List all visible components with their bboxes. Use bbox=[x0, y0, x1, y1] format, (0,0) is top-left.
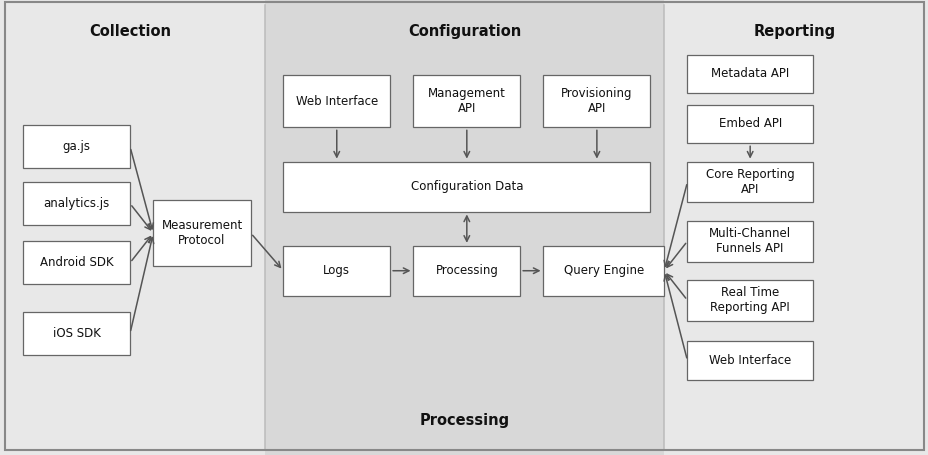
FancyBboxPatch shape bbox=[687, 280, 812, 321]
Bar bbox=[264, 0, 664, 455]
Text: Measurement
Protocol: Measurement Protocol bbox=[161, 219, 242, 247]
Text: Real Time
Reporting API: Real Time Reporting API bbox=[710, 286, 789, 314]
FancyBboxPatch shape bbox=[283, 246, 390, 296]
Text: Web Interface: Web Interface bbox=[295, 95, 378, 108]
Text: ga.js: ga.js bbox=[62, 140, 91, 153]
Text: Management
API: Management API bbox=[428, 87, 505, 115]
Text: Provisioning
API: Provisioning API bbox=[561, 87, 632, 115]
Text: Logs: Logs bbox=[323, 264, 350, 277]
Text: Reporting: Reporting bbox=[753, 25, 834, 39]
Text: Android SDK: Android SDK bbox=[40, 256, 113, 269]
Text: Query Engine: Query Engine bbox=[563, 264, 643, 277]
FancyBboxPatch shape bbox=[687, 105, 812, 143]
FancyBboxPatch shape bbox=[153, 200, 251, 266]
FancyBboxPatch shape bbox=[687, 55, 812, 93]
FancyBboxPatch shape bbox=[687, 341, 812, 380]
Text: Configuration Data: Configuration Data bbox=[410, 180, 522, 193]
Bar bbox=[0, 0, 264, 455]
FancyBboxPatch shape bbox=[23, 182, 130, 225]
FancyBboxPatch shape bbox=[283, 162, 650, 212]
FancyBboxPatch shape bbox=[543, 246, 664, 296]
FancyBboxPatch shape bbox=[687, 221, 812, 262]
FancyBboxPatch shape bbox=[687, 162, 812, 202]
Text: Embed API: Embed API bbox=[717, 117, 781, 131]
FancyBboxPatch shape bbox=[283, 75, 390, 127]
FancyBboxPatch shape bbox=[23, 312, 130, 355]
Text: Core Reporting
API: Core Reporting API bbox=[705, 168, 793, 196]
FancyBboxPatch shape bbox=[23, 241, 130, 284]
Text: Web Interface: Web Interface bbox=[708, 354, 791, 367]
Text: Multi-Channel
Funnels API: Multi-Channel Funnels API bbox=[708, 227, 791, 255]
Text: analytics.js: analytics.js bbox=[44, 197, 110, 210]
FancyBboxPatch shape bbox=[413, 75, 520, 127]
Text: Configuration: Configuration bbox=[407, 25, 521, 39]
Text: Collection: Collection bbox=[89, 25, 171, 39]
Text: Metadata API: Metadata API bbox=[710, 67, 789, 81]
FancyBboxPatch shape bbox=[413, 246, 520, 296]
Bar bbox=[664, 0, 928, 455]
Text: Processing: Processing bbox=[435, 264, 497, 277]
Text: iOS SDK: iOS SDK bbox=[53, 327, 100, 340]
FancyBboxPatch shape bbox=[23, 125, 130, 168]
FancyBboxPatch shape bbox=[543, 75, 650, 127]
Text: Processing: Processing bbox=[419, 414, 509, 428]
